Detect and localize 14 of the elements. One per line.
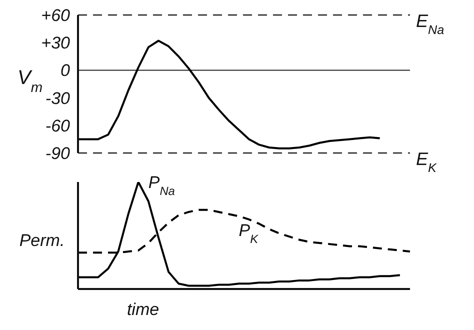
y-axis-title: Perm. bbox=[19, 231, 65, 250]
ref-line-label: E$_{Na}$ bbox=[416, 11, 444, 37]
y-tick-label: -90 bbox=[45, 144, 71, 164]
series-label: P$_{Na}$ bbox=[148, 173, 176, 198]
y-tick-label: 0 bbox=[60, 61, 71, 80]
series-label: P$_{K}$ bbox=[238, 220, 260, 246]
y-tick-label: -60 bbox=[45, 116, 71, 136]
y-tick-label: -30 bbox=[45, 88, 71, 108]
x-axis-title: time bbox=[126, 300, 160, 319]
line-series bbox=[78, 40, 381, 150]
ref-line-label: E$_{K}$ bbox=[416, 149, 438, 175]
y-tick-label: +60 bbox=[41, 6, 71, 26]
y-axis-title: V$_{m}$ bbox=[17, 67, 43, 95]
y-tick-label: +30 bbox=[41, 34, 71, 53]
